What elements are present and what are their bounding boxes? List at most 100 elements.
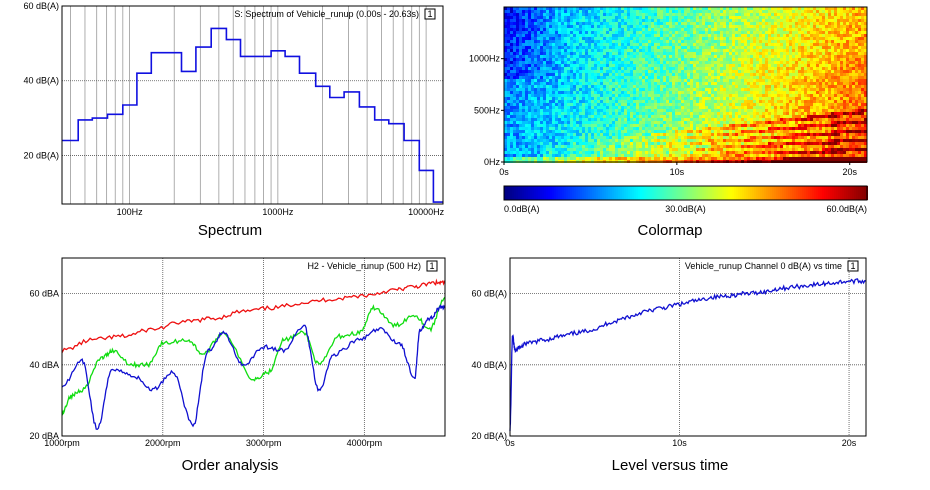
colormap-cell	[606, 46, 609, 49]
colormap-cell	[648, 28, 651, 31]
colormap-cell	[678, 91, 681, 94]
colormap-cell	[696, 142, 699, 145]
colormap-cell	[513, 91, 516, 94]
colormap-cell	[522, 70, 525, 73]
colormap-cell	[729, 133, 732, 136]
colormap-cell	[513, 88, 516, 91]
colormap-cell	[630, 88, 633, 91]
colormap-cell	[759, 109, 762, 112]
colormap-cell	[744, 151, 747, 154]
colormap-cell	[672, 103, 675, 106]
colormap-cell	[534, 52, 537, 55]
colormap-cell	[636, 40, 639, 43]
colormap-cell	[630, 133, 633, 136]
colormap-cell	[759, 91, 762, 94]
colormap-cell	[747, 25, 750, 28]
colormap-cell	[504, 34, 507, 37]
colormap-cell	[621, 64, 624, 67]
colormap-cell	[555, 13, 558, 16]
colormap-cell	[687, 97, 690, 100]
colormap-cell	[639, 154, 642, 157]
colormap-cell	[648, 100, 651, 103]
colormap-cell	[525, 25, 528, 28]
colormap-cell	[666, 67, 669, 70]
colormap-cell	[681, 139, 684, 142]
colormap-cell	[615, 58, 618, 61]
colormap-cell	[582, 142, 585, 145]
colormap-cell	[693, 55, 696, 58]
colormap-cell	[717, 25, 720, 28]
colormap-cell	[588, 55, 591, 58]
colormap-cell	[534, 157, 537, 160]
colormap-cell	[555, 88, 558, 91]
colormap-cell	[723, 58, 726, 61]
colormap-cell	[609, 130, 612, 133]
colormap-cell	[744, 46, 747, 49]
colormap-cell	[546, 34, 549, 37]
colormap-cell	[681, 106, 684, 109]
colormap-cell	[633, 97, 636, 100]
colormap-cell	[705, 64, 708, 67]
colormap-cell	[672, 91, 675, 94]
colormap-cell	[576, 67, 579, 70]
colormap-cell	[744, 91, 747, 94]
colormap-cell	[555, 64, 558, 67]
colormap-cell	[669, 157, 672, 160]
colormap-cell	[594, 97, 597, 100]
colormap-cell	[642, 34, 645, 37]
colormap-cell	[759, 145, 762, 148]
colormap-cell	[528, 25, 531, 28]
colormap-cell	[555, 85, 558, 88]
colormap-cell	[606, 82, 609, 85]
colormap-cell	[561, 142, 564, 145]
colormap-cell	[519, 31, 522, 34]
colormap-cell	[564, 154, 567, 157]
colormap-cell	[720, 73, 723, 76]
colormap-cell	[753, 91, 756, 94]
colormap-cell	[531, 25, 534, 28]
colormap-cell	[759, 139, 762, 142]
spectrum-series-line	[62, 27, 443, 203]
colormap-cell	[780, 76, 783, 79]
colormap-cell	[723, 67, 726, 70]
colormap-cell	[612, 133, 615, 136]
colormap-cell	[774, 133, 777, 136]
colormap-cell	[633, 151, 636, 154]
colormap-cell	[552, 7, 555, 10]
colormap-cell	[753, 25, 756, 28]
colormap-cell	[573, 10, 576, 13]
colormap-cell	[693, 82, 696, 85]
colormap-cell	[744, 97, 747, 100]
colormap-cell	[561, 79, 564, 82]
colormap-cell	[720, 148, 723, 151]
colormap-cell	[780, 145, 783, 148]
colormap-cell	[507, 43, 510, 46]
colormap-cell	[585, 118, 588, 121]
colormap-cell	[705, 148, 708, 151]
colormap-cell	[618, 25, 621, 28]
colormap-cell	[768, 100, 771, 103]
colormap-cell	[768, 64, 771, 67]
colormap-cell	[699, 106, 702, 109]
colormap-cell	[708, 73, 711, 76]
colormap-cell	[609, 100, 612, 103]
colormap-cell	[765, 124, 768, 127]
colormap-cell	[648, 70, 651, 73]
colormap-cell	[507, 154, 510, 157]
colormap-cell	[693, 133, 696, 136]
colormap-cell	[708, 76, 711, 79]
colormap-cell	[600, 142, 603, 145]
colormap-cell	[603, 130, 606, 133]
colormap-cell	[633, 139, 636, 142]
colormap-cell	[714, 145, 717, 148]
colormap-cell	[771, 106, 774, 109]
colormap-cell	[549, 7, 552, 10]
colormap-cell	[606, 100, 609, 103]
colormap-cell	[759, 100, 762, 103]
colormap-cell	[663, 124, 666, 127]
colormap-cell	[765, 139, 768, 142]
colormap-cell	[708, 10, 711, 13]
colormap-cell	[540, 82, 543, 85]
colormap-cell	[771, 76, 774, 79]
colormap-cell	[780, 121, 783, 124]
